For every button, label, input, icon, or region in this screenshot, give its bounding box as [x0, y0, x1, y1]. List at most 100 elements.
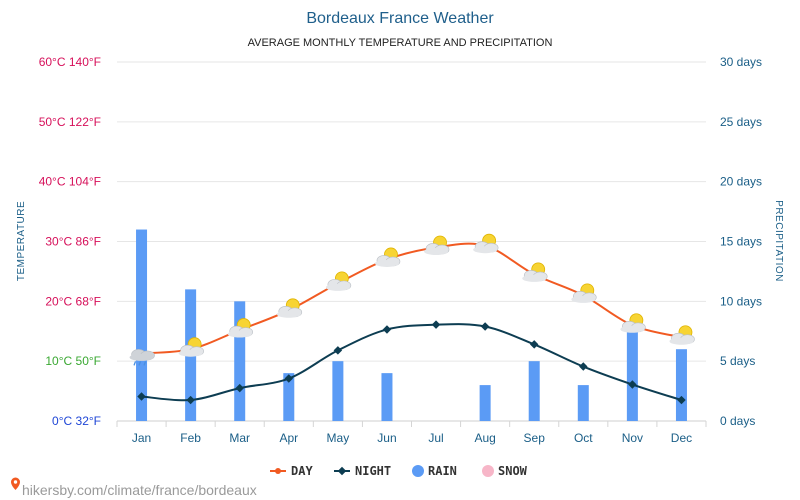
- night-point: [579, 362, 588, 371]
- cloud-base: [620, 325, 645, 333]
- left-axis-ticks: 60°C 140°F 50°C 122°F 40°C 104°F 30°C 86°F 2…: [39, 55, 101, 428]
- location-pin-icon: [11, 477, 20, 490]
- rain-bar: [332, 361, 344, 421]
- left-tick-label: 10°C 50°F: [45, 354, 101, 368]
- cloud-base: [571, 295, 596, 303]
- grid-lines: [116, 61, 707, 427]
- night-point: [284, 374, 294, 383]
- location-pin-dot: [13, 480, 18, 484]
- month-label: Feb: [180, 431, 201, 445]
- month-label: Oct: [574, 431, 593, 445]
- night-point: [235, 383, 244, 393]
- night-line: [141, 323, 682, 402]
- night-point: [628, 380, 637, 389]
- cloud-base: [129, 353, 154, 361]
- partly-cloudy-icon: [571, 283, 597, 303]
- partly-cloudy-icon: [227, 318, 254, 338]
- weather-icons: [129, 233, 695, 366]
- month-label: Dec: [671, 431, 692, 445]
- source-link[interactable]: hikersby.com/climate/france/bordeaux: [11, 477, 257, 499]
- cloud-base: [669, 337, 694, 345]
- rain-drop: [133, 361, 137, 366]
- month-label: Jul: [428, 431, 443, 445]
- left-tick-label: 40°C 104°F: [39, 175, 101, 189]
- night-point: [480, 322, 490, 331]
- right-tick-label: 15 days: [720, 235, 762, 249]
- partly-cloudy-icon: [424, 235, 450, 255]
- legend-snow-label: SNOW: [498, 464, 528, 478]
- day-line: [141, 242, 682, 355]
- legend-rain-label: RAIN: [428, 464, 457, 478]
- cloud-base: [178, 349, 203, 357]
- partly-cloudy-icon: [325, 271, 352, 291]
- night-point: [431, 320, 441, 329]
- partly-cloudy-icon: [374, 247, 401, 267]
- night-point: [677, 395, 686, 405]
- left-tick-label: 60°C 140°F: [39, 55, 101, 69]
- rain-bar: [528, 361, 540, 421]
- month-label: Jan: [132, 431, 151, 445]
- night-point: [382, 325, 392, 334]
- legend-snow-marker: [482, 465, 494, 477]
- left-tick-label: 30°C 86°F: [45, 235, 101, 249]
- rain-bar: [136, 229, 148, 421]
- chart-subtitle: AVERAGE MONTHLY TEMPERATURE AND PRECIPIT…: [248, 37, 553, 49]
- right-tick-label: 5 days: [720, 354, 755, 368]
- cloud-rain-icon: [129, 349, 155, 366]
- rain-bar: [675, 349, 687, 421]
- chart-title: Bordeaux France Weather: [306, 10, 494, 27]
- partly-cloudy-icon: [522, 262, 548, 282]
- legend-night-marker: [337, 466, 347, 476]
- right-tick-label: 30 days: [720, 55, 762, 69]
- rain-drop: [138, 361, 142, 366]
- month-label: Nov: [622, 431, 643, 445]
- cloud-base: [374, 259, 399, 267]
- partly-cloudy-icon: [620, 313, 646, 333]
- partly-cloudy-icon: [276, 298, 303, 318]
- legend-day-marker: [275, 468, 281, 474]
- right-axis-title: PRECIPITATION: [773, 200, 784, 282]
- right-tick-label: 10 days: [720, 294, 762, 308]
- partly-cloudy-icon: [473, 233, 499, 254]
- partly-cloudy-icon: [178, 337, 204, 357]
- legend-day-label: DAY: [291, 464, 313, 478]
- rain-bar: [283, 373, 295, 421]
- night-point: [137, 392, 146, 401]
- night-point: [529, 340, 539, 349]
- night-point: [333, 346, 343, 355]
- month-label: Sep: [524, 431, 546, 445]
- left-tick-label: 50°C 122°F: [39, 115, 101, 129]
- night-point: [186, 395, 195, 405]
- right-tick-label: 25 days: [720, 115, 762, 129]
- source-text: hikersby.com/climate/france/bordeaux: [22, 482, 257, 498]
- rain-bar: [234, 301, 246, 421]
- left-tick-label: 20°C 68°F: [45, 294, 101, 308]
- cloud-base: [227, 330, 252, 338]
- rain-drop: [143, 361, 147, 366]
- temperature-lines: [137, 242, 686, 405]
- rain-bar: [479, 385, 491, 421]
- left-tick-label: 0°C 32°F: [52, 414, 101, 428]
- rain-bar: [381, 373, 393, 421]
- left-axis-title: TEMPERATURE: [16, 201, 27, 281]
- right-tick-label: 0 days: [720, 414, 755, 428]
- month-label: May: [327, 431, 350, 445]
- legend-night-label: NIGHT: [355, 464, 391, 478]
- legend-rain-marker: [412, 465, 424, 477]
- cloud-base: [325, 283, 350, 291]
- x-axis-ticks: Jan Feb Mar Apr May Jun Jul Aug Sep Oct Nov Dec: [132, 431, 692, 445]
- cloud-base: [473, 246, 498, 254]
- month-label: Apr: [279, 431, 298, 445]
- month-label: Aug: [474, 431, 495, 445]
- month-label: Mar: [229, 431, 250, 445]
- right-axis-ticks: 30 days 25 days 20 days 15 days 10 days 5 day…: [720, 55, 762, 428]
- right-tick-label: 20 days: [720, 175, 762, 189]
- cloud-base: [424, 247, 449, 255]
- rain-bar: [577, 385, 589, 421]
- cloud-base: [522, 274, 547, 282]
- rain-bar: [626, 325, 638, 421]
- cloud-base: [276, 310, 301, 318]
- month-label: Jun: [377, 431, 396, 445]
- partly-cloudy-icon: [669, 325, 695, 345]
